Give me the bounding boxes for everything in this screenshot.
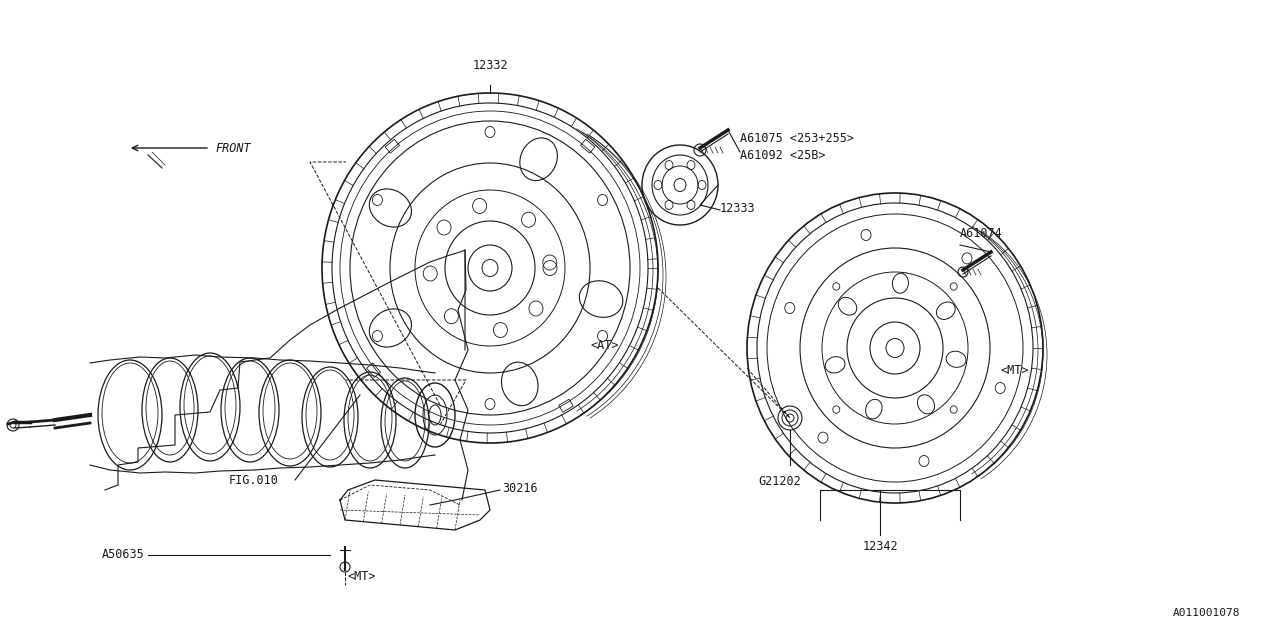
Bar — [366, 363, 380, 378]
Bar — [581, 140, 595, 153]
Text: <MT>: <MT> — [1000, 364, 1029, 376]
Text: A61092 <25B>: A61092 <25B> — [740, 149, 826, 162]
Text: A61074: A61074 — [960, 227, 1002, 240]
Text: <AT>: <AT> — [590, 339, 618, 351]
Text: FIG.010: FIG.010 — [228, 474, 278, 486]
Bar — [559, 399, 573, 412]
Text: <MT>: <MT> — [348, 570, 376, 583]
Text: 12342: 12342 — [863, 540, 897, 553]
Bar — [385, 140, 399, 153]
Text: 12332: 12332 — [472, 59, 508, 72]
Text: FRONT: FRONT — [215, 141, 251, 154]
Text: A50635: A50635 — [102, 548, 145, 561]
Text: A61075 <253+255>: A61075 <253+255> — [740, 132, 854, 145]
Text: 12333: 12333 — [721, 202, 755, 214]
Text: 30216: 30216 — [502, 481, 538, 495]
Text: G21202: G21202 — [759, 475, 801, 488]
Text: A011001078: A011001078 — [1172, 608, 1240, 618]
